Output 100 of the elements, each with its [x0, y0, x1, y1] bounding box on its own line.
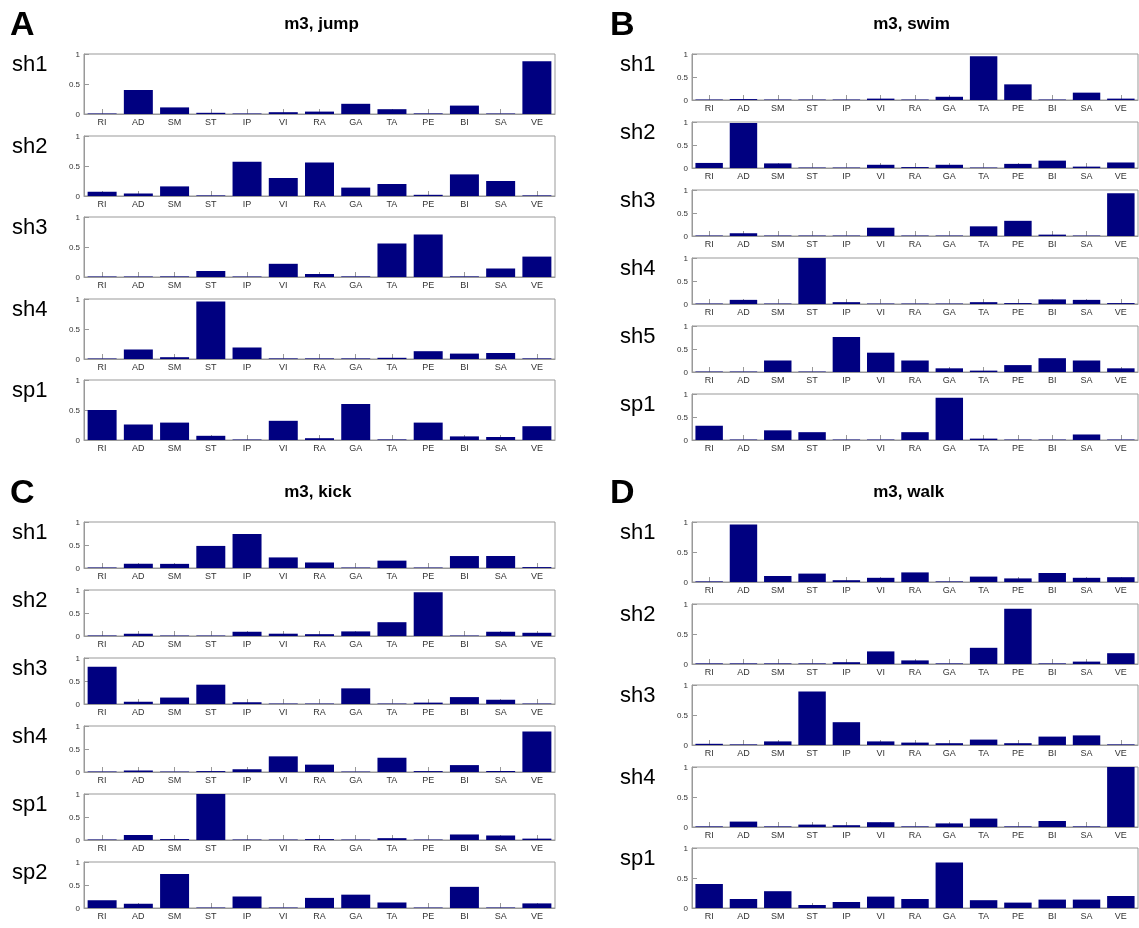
text: D [609, 472, 635, 510]
x-tick-label: VE [1114, 829, 1127, 840]
x-tick-label: SA [494, 570, 507, 581]
y-tick-label: 1 [75, 585, 81, 595]
x-tick-label: TA [977, 910, 989, 921]
bar [449, 834, 479, 840]
x-tick-label: RI [704, 910, 714, 921]
y-tick-label: 0 [683, 231, 689, 241]
y-tick-label: 1 [75, 212, 81, 222]
x-tick-label: AD [736, 170, 750, 181]
bar [196, 271, 226, 278]
x-tick-label: SM [770, 829, 785, 840]
y-tick-label: 1 [75, 721, 81, 731]
y-tick-label: 1 [683, 253, 689, 263]
y-tick-label: 1 [75, 857, 81, 867]
bar [1003, 84, 1032, 100]
x-tick-label: AD [132, 442, 146, 453]
x-tick-label: ST [805, 910, 818, 921]
x-tick-label: VI [279, 361, 288, 372]
bar [341, 404, 371, 441]
bar [1106, 652, 1135, 664]
bar [449, 105, 479, 114]
bar [1038, 573, 1066, 582]
bar [123, 90, 153, 114]
y-tick-label: 0.5 [676, 547, 689, 557]
y-tick-label: 1 [683, 185, 689, 195]
bar [123, 903, 153, 908]
y-tick-label: 0.5 [68, 161, 81, 171]
x-tick-label: RA [908, 829, 921, 840]
bar [900, 572, 929, 582]
y-tick-label: 0.5 [676, 140, 689, 150]
bar [866, 227, 894, 236]
x-tick-label: VI [875, 238, 885, 249]
bar [969, 818, 997, 827]
x-tick-label: VE [1114, 910, 1127, 921]
x-tick-label: VE [1114, 102, 1127, 113]
bar [522, 61, 552, 114]
y-tick-label: 0 [75, 354, 81, 364]
x-tick-label: IP [841, 910, 851, 921]
y-tick-label: 0 [75, 435, 81, 445]
x-tick-label: TA [977, 747, 989, 758]
x-tick-label: VI [875, 102, 885, 113]
bar [449, 353, 479, 359]
bar [413, 422, 443, 441]
bar [268, 263, 298, 278]
x-tick-label: RI [97, 361, 107, 372]
x-tick-label: PE [1011, 747, 1024, 758]
y-axis-title: sp1 [12, 790, 48, 816]
x-tick-label: VI [279, 570, 288, 581]
x-tick-label: RA [313, 706, 326, 717]
x-tick-label: RA [313, 442, 326, 453]
bar [160, 697, 190, 704]
bar [763, 163, 791, 168]
x-tick-label: GA [349, 774, 363, 785]
x-tick-label: SA [1080, 747, 1093, 758]
bar [900, 432, 929, 440]
bar [522, 903, 552, 908]
bar [1106, 577, 1135, 582]
y-tick-label: 0.5 [68, 744, 81, 754]
bar [900, 360, 929, 372]
x-tick-label: ST [805, 442, 818, 453]
x-tick-label: VE [530, 842, 543, 853]
y-axis-title: sh1 [619, 50, 655, 76]
x-tick-label: AD [736, 102, 750, 113]
x-tick-label: AD [132, 116, 146, 127]
x-tick-label: VI [875, 584, 885, 595]
x-tick-label: SM [770, 170, 785, 181]
x-tick-label: SM [770, 102, 785, 113]
y-axis-title: sh4 [619, 254, 655, 280]
bar [1106, 896, 1135, 909]
x-tick-label: GA [349, 361, 363, 372]
chart-title: m3, kick [284, 482, 352, 501]
bar [123, 834, 153, 840]
bar [1072, 299, 1100, 304]
bar [969, 900, 997, 909]
x-tick-label: TA [386, 774, 398, 785]
x-tick-label: RI [97, 198, 107, 209]
y-tick-label: 0.5 [676, 629, 689, 639]
bar [377, 243, 407, 278]
x-tick-label: RI [704, 238, 714, 249]
x-tick-label: RA [908, 584, 921, 595]
x-tick-label: PE [1011, 238, 1024, 249]
y-tick-label: 1 [683, 389, 689, 399]
x-tick-label: PE [1011, 829, 1024, 840]
x-tick-label: AD [132, 910, 146, 921]
bar [486, 631, 516, 636]
bar [377, 183, 407, 196]
bar [232, 769, 262, 772]
x-tick-label: IP [242, 910, 252, 921]
bar [1106, 766, 1135, 827]
x-tick-label: GA [349, 279, 363, 290]
bar [694, 884, 723, 909]
x-tick-label: SM [770, 584, 785, 595]
x-tick-label: SA [1080, 170, 1093, 181]
x-tick-label: SM [770, 910, 785, 921]
x-tick-label: IP [841, 747, 851, 758]
x-tick-label: SA [494, 910, 507, 921]
y-axis-title: sh4 [619, 763, 655, 789]
x-tick-label: ST [205, 774, 218, 785]
x-tick-label: SA [1080, 910, 1093, 921]
